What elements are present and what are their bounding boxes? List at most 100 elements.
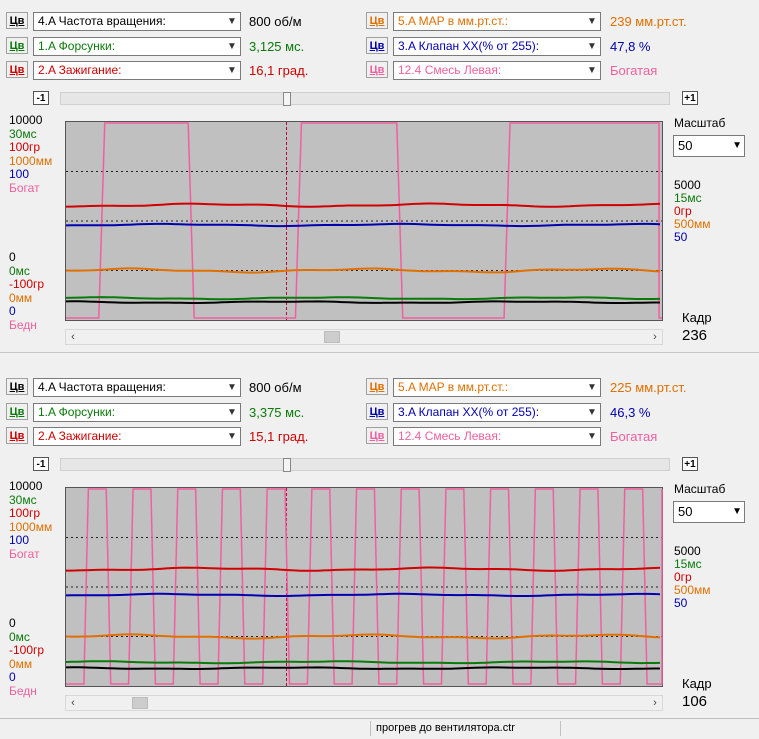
- color-button[interactable]: Цв: [6, 378, 28, 395]
- axis-max-label: 30мс: [9, 126, 37, 141]
- step-plus-button[interactable]: +1: [682, 457, 698, 471]
- channel-select-value: 1.A Форсунки:: [38, 405, 116, 419]
- ignition-series: [66, 202, 661, 208]
- axis-min-label: 0: [9, 304, 16, 318]
- frame-slider[interactable]: [60, 92, 670, 106]
- axis-min-label: 0: [9, 250, 16, 264]
- scale-select[interactable]: 50 ▼: [673, 135, 745, 157]
- axis-max-label: 100: [9, 167, 30, 181]
- frame-label: Кадр: [682, 676, 712, 691]
- axis-mid-label: 5000: [674, 178, 701, 192]
- chart-hscroll-thumb[interactable]: [324, 331, 340, 343]
- chevron-down-icon: ▼: [227, 16, 237, 27]
- status-filename: прогрев до вентилятора.ctr: [376, 722, 515, 734]
- scroll-right-icon[interactable]: ›: [653, 331, 657, 343]
- channel-select[interactable]: 4.A Частота вращения: ▼: [33, 12, 241, 31]
- panel-separator: [0, 352, 759, 367]
- color-button[interactable]: Цв: [6, 427, 28, 444]
- axis-min-label: 0мс: [9, 629, 30, 644]
- channel-select-value: 5.A MAP в мм.рт.ст.:: [398, 14, 509, 28]
- status-divider: [560, 721, 561, 736]
- chevron-down-icon: ▼: [227, 382, 237, 393]
- axis-max-label: 30мс: [9, 492, 37, 507]
- frame-slider-thumb[interactable]: [283, 92, 291, 106]
- channel-select[interactable]: 1.A Форсунки: ▼: [33, 37, 241, 56]
- color-button[interactable]: Цв: [366, 12, 388, 29]
- chevron-down-icon: ▼: [587, 407, 597, 418]
- chart-plot-area[interactable]: [65, 487, 663, 687]
- scroll-right-icon[interactable]: ›: [653, 697, 657, 709]
- channel-value: 46,3 %: [610, 405, 651, 420]
- status-divider: [370, 721, 371, 736]
- channel-select[interactable]: 5.A MAP в мм.рт.ст.: ▼: [393, 378, 601, 397]
- axis-mid-label: 0гр: [674, 204, 692, 218]
- scale-select[interactable]: 50 ▼: [673, 501, 745, 523]
- color-button[interactable]: Цв: [6, 403, 28, 420]
- color-button[interactable]: Цв: [366, 37, 388, 54]
- scale-label: Масштаб: [674, 116, 726, 130]
- step-plus-button[interactable]: +1: [682, 91, 698, 105]
- axis-max-label: 100гр: [9, 140, 41, 154]
- chart-hscroll[interactable]: ‹ ›: [65, 695, 663, 711]
- axis-min-label: 0мс: [9, 263, 30, 278]
- axis-mid-label: 15мс: [674, 557, 702, 571]
- channel-select-value: 4.A Частота вращения:: [38, 380, 166, 394]
- channel-select[interactable]: 3.A Клапан ХХ(% от 255): ▼: [393, 403, 601, 422]
- axis-mid-label: 50: [674, 596, 688, 610]
- axis-max-label: 1000мм: [9, 519, 53, 534]
- channel-value: 16,1 град.: [249, 63, 309, 78]
- chart-plot-area[interactable]: [65, 121, 663, 321]
- channel-select[interactable]: 3.A Клапан ХХ(% от 255): ▼: [393, 37, 601, 56]
- channel-value: 225 мм.рт.ст.: [610, 380, 687, 395]
- axis-mid-label: 15мс: [674, 191, 702, 205]
- channel-select-value: 3.A Клапан ХХ(% от 255):: [398, 39, 540, 53]
- color-button[interactable]: Цв: [6, 37, 28, 54]
- chevron-down-icon: ▼: [587, 431, 597, 442]
- channel-select-value: 5.A MAP в мм.рт.ст.:: [398, 380, 509, 394]
- channel-value: 15,1 град.: [249, 429, 309, 444]
- axis-min-label: -100гр: [9, 643, 45, 657]
- rpm-series: [66, 300, 660, 304]
- channel-select[interactable]: 12.4 Смесь Левая: ▼: [393, 427, 601, 446]
- axis-mid-label: 500мм: [674, 583, 711, 597]
- channel-select-value: 1.A Форсунки:: [38, 39, 116, 53]
- channel-select[interactable]: 2.A Зажигание: ▼: [33, 427, 241, 446]
- channel-select[interactable]: 1.A Форсунки: ▼: [33, 403, 241, 422]
- channel-select-value: 2.A Зажигание:: [38, 63, 122, 77]
- channel-select[interactable]: 2.A Зажигание: ▼: [33, 61, 241, 80]
- axis-max-label: 100: [9, 533, 30, 547]
- channel-select-value: 3.A Клапан ХХ(% от 255):: [398, 405, 540, 419]
- scale-label: Масштаб: [674, 482, 726, 496]
- step-minus-button[interactable]: -1: [33, 457, 49, 471]
- axis-mid-label: 0гр: [674, 570, 692, 584]
- channel-select-value: 4.A Частота вращения:: [38, 14, 166, 28]
- chart-hscroll[interactable]: ‹ ›: [65, 329, 663, 345]
- chevron-down-icon: ▼: [587, 65, 597, 76]
- chevron-down-icon: ▼: [732, 140, 742, 151]
- frame-number: 236: [682, 327, 708, 344]
- frame-slider[interactable]: [60, 458, 670, 472]
- color-button[interactable]: Цв: [6, 12, 28, 29]
- axis-max-label: Богат: [9, 180, 40, 195]
- frame-slider-thumb[interactable]: [283, 458, 291, 472]
- color-button[interactable]: Цв: [366, 378, 388, 395]
- color-button[interactable]: Цв: [366, 61, 388, 78]
- channel-select[interactable]: 5.A MAP в мм.рт.ст.: ▼: [393, 12, 601, 31]
- channel-value: 3,375 мс.: [249, 405, 305, 420]
- scroll-left-icon[interactable]: ‹: [71, 331, 75, 343]
- color-button[interactable]: Цв: [6, 61, 28, 78]
- status-bar: прогрев до вентилятора.ctr: [0, 718, 759, 739]
- channel-select[interactable]: 12.4 Смесь Левая: ▼: [393, 61, 601, 80]
- map-series: [66, 267, 661, 274]
- color-button[interactable]: Цв: [366, 427, 388, 444]
- color-button[interactable]: Цв: [366, 403, 388, 420]
- rpm-series: [66, 666, 660, 670]
- chart-hscroll-thumb[interactable]: [132, 697, 148, 709]
- axis-max-label: 1000мм: [9, 153, 53, 168]
- injector-series: [66, 296, 661, 301]
- step-minus-button[interactable]: -1: [33, 91, 49, 105]
- channel-select[interactable]: 4.A Частота вращения: ▼: [33, 378, 241, 397]
- chevron-down-icon: ▼: [227, 431, 237, 442]
- chevron-down-icon: ▼: [587, 41, 597, 52]
- scroll-left-icon[interactable]: ‹: [71, 697, 75, 709]
